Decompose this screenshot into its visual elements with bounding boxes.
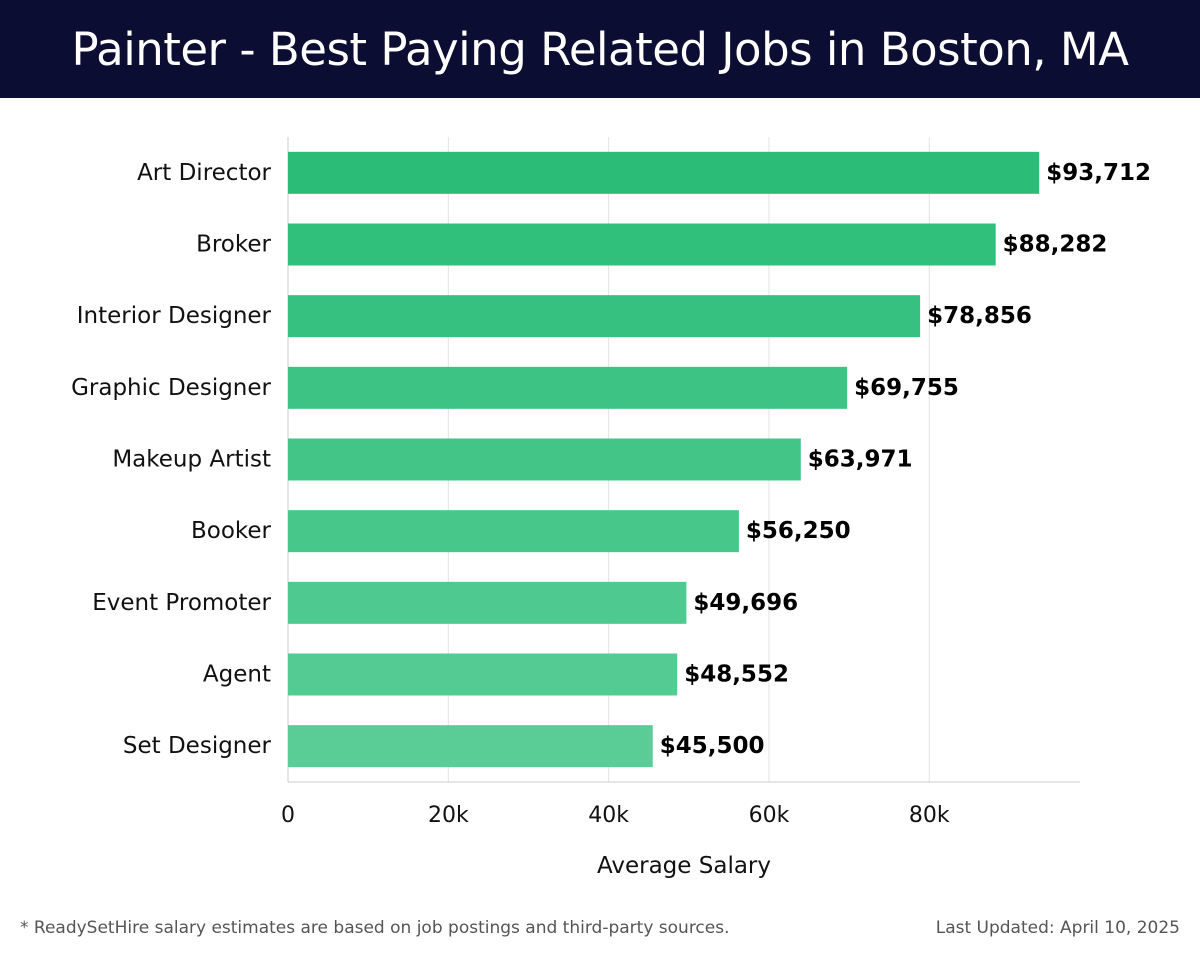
bar (288, 438, 801, 481)
bar (288, 223, 996, 266)
data-label: $69,755 (854, 375, 959, 401)
category-label: Graphic Designer (71, 375, 271, 401)
category-label: Broker (196, 232, 271, 258)
bar (288, 510, 739, 553)
x-tick-label: 60k (749, 803, 790, 828)
x-axis-title: Average Salary (597, 853, 771, 879)
footer-note: * ReadySetHire salary estimates are base… (20, 918, 730, 938)
x-tick-label: 40k (588, 803, 629, 828)
category-label: Art Director (137, 160, 271, 186)
category-label: Agent (203, 662, 271, 688)
x-tick-label: 80k (909, 803, 950, 828)
data-label: $49,696 (693, 590, 798, 616)
data-label: $78,856 (927, 303, 1032, 329)
category-label: Booker (191, 518, 272, 544)
data-label: $88,282 (1003, 232, 1108, 258)
last-updated: Last Updated: April 10, 2025 (935, 918, 1180, 938)
data-label: $45,500 (660, 733, 765, 759)
bar (288, 295, 921, 338)
x-tick-label: 20k (428, 803, 469, 828)
category-label: Interior Designer (77, 303, 272, 329)
bar (288, 366, 848, 409)
data-label: $93,712 (1046, 160, 1151, 186)
x-tick-label: 0 (281, 803, 295, 828)
title-bar: Painter - Best Paying Related Jobs in Bo… (0, 0, 1200, 98)
category-label: Event Promoter (92, 590, 271, 616)
category-label: Makeup Artist (112, 447, 271, 473)
data-label: $48,552 (684, 662, 789, 688)
bar (288, 725, 653, 768)
chart-title: Painter - Best Paying Related Jobs in Bo… (71, 22, 1129, 76)
data-label: $56,250 (746, 518, 851, 544)
category-label: Set Designer (123, 733, 272, 759)
bar (288, 581, 687, 624)
bar (288, 653, 678, 696)
bar (288, 151, 1040, 194)
data-label: $63,971 (808, 447, 913, 473)
